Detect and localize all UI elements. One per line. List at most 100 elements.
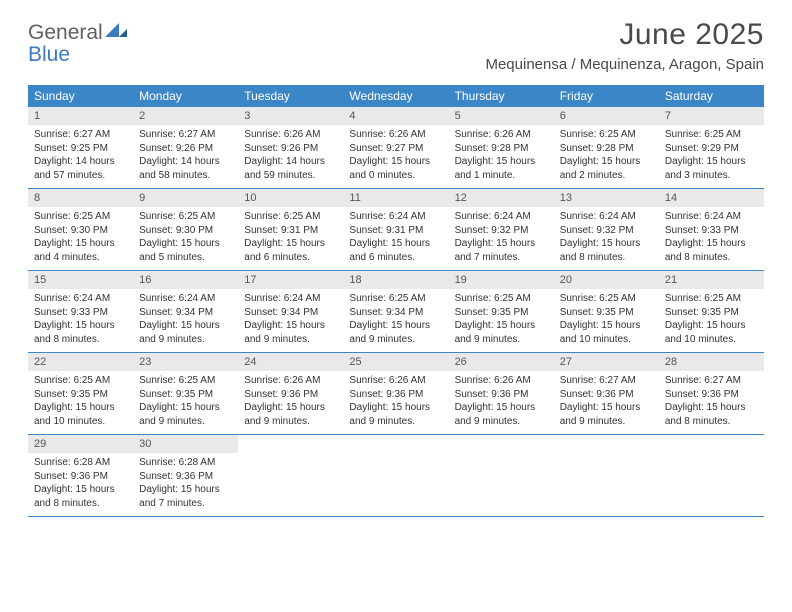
sunset-text: Sunset: 9:36 PM xyxy=(455,388,548,402)
week-row: 1Sunrise: 6:27 AMSunset: 9:25 PMDaylight… xyxy=(28,107,764,189)
sunrise-text: Sunrise: 6:26 AM xyxy=(244,128,337,142)
sunset-text: Sunset: 9:35 PM xyxy=(139,388,232,402)
day-number: 30 xyxy=(133,435,238,453)
sunset-text: Sunset: 9:29 PM xyxy=(665,142,758,156)
logo: General Blue xyxy=(28,22,127,67)
daylight-text: Daylight: 15 hours and 7 minutes. xyxy=(455,237,548,264)
day-number: 17 xyxy=(238,271,343,289)
sunset-text: Sunset: 9:28 PM xyxy=(560,142,653,156)
sunrise-text: Sunrise: 6:24 AM xyxy=(560,210,653,224)
day-number: 9 xyxy=(133,189,238,207)
day-cell: 5Sunrise: 6:26 AMSunset: 9:28 PMDaylight… xyxy=(449,107,554,188)
day-cell: 28Sunrise: 6:27 AMSunset: 9:36 PMDayligh… xyxy=(659,353,764,434)
day-cell: 27Sunrise: 6:27 AMSunset: 9:36 PMDayligh… xyxy=(554,353,659,434)
sunrise-text: Sunrise: 6:25 AM xyxy=(665,292,758,306)
day-body: Sunrise: 6:27 AMSunset: 9:36 PMDaylight:… xyxy=(554,371,659,428)
day-body: Sunrise: 6:27 AMSunset: 9:25 PMDaylight:… xyxy=(28,125,133,182)
daylight-text: Daylight: 15 hours and 9 minutes. xyxy=(349,401,442,428)
day-body: Sunrise: 6:28 AMSunset: 9:36 PMDaylight:… xyxy=(28,453,133,510)
sunrise-text: Sunrise: 6:26 AM xyxy=(455,374,548,388)
sunset-text: Sunset: 9:33 PM xyxy=(34,306,127,320)
day-cell: 15Sunrise: 6:24 AMSunset: 9:33 PMDayligh… xyxy=(28,271,133,352)
day-body: Sunrise: 6:24 AMSunset: 9:33 PMDaylight:… xyxy=(659,207,764,264)
day-header: Monday xyxy=(133,85,238,107)
sunrise-text: Sunrise: 6:25 AM xyxy=(455,292,548,306)
daylight-text: Daylight: 15 hours and 6 minutes. xyxy=(349,237,442,264)
calendar: Sunday Monday Tuesday Wednesday Thursday… xyxy=(28,85,764,517)
sunrise-text: Sunrise: 6:24 AM xyxy=(139,292,232,306)
sunset-text: Sunset: 9:30 PM xyxy=(34,224,127,238)
sunset-text: Sunset: 9:35 PM xyxy=(560,306,653,320)
day-number: 21 xyxy=(659,271,764,289)
sunrise-text: Sunrise: 6:26 AM xyxy=(455,128,548,142)
daylight-text: Daylight: 15 hours and 9 minutes. xyxy=(244,319,337,346)
day-number: 11 xyxy=(343,189,448,207)
page-title: June 2025 xyxy=(485,18,764,52)
day-number: 14 xyxy=(659,189,764,207)
week-row: 8Sunrise: 6:25 AMSunset: 9:30 PMDaylight… xyxy=(28,189,764,271)
day-body: Sunrise: 6:27 AMSunset: 9:36 PMDaylight:… xyxy=(659,371,764,428)
daylight-text: Daylight: 15 hours and 9 minutes. xyxy=(455,319,548,346)
day-number: 18 xyxy=(343,271,448,289)
day-body: Sunrise: 6:25 AMSunset: 9:31 PMDaylight:… xyxy=(238,207,343,264)
day-body: Sunrise: 6:25 AMSunset: 9:30 PMDaylight:… xyxy=(133,207,238,264)
day-number: 8 xyxy=(28,189,133,207)
day-header: Wednesday xyxy=(343,85,448,107)
sunset-text: Sunset: 9:25 PM xyxy=(34,142,127,156)
day-number: 2 xyxy=(133,107,238,125)
day-cell: 26 Sunrise: 6:26 AMSunset: 9:36 PMDayligh… xyxy=(449,353,554,434)
sunrise-text: Sunrise: 6:24 AM xyxy=(665,210,758,224)
day-cell: 1Sunrise: 6:27 AMSunset: 9:25 PMDaylight… xyxy=(28,107,133,188)
daylight-text: Daylight: 15 hours and 9 minutes. xyxy=(455,401,548,428)
day-header: Sunday xyxy=(28,85,133,107)
day-number: 26 xyxy=(449,353,554,371)
daylight-text: Daylight: 15 hours and 2 minutes. xyxy=(560,155,653,182)
day-number: 16 xyxy=(133,271,238,289)
day-number: 15 xyxy=(28,271,133,289)
day-header: Saturday xyxy=(659,85,764,107)
day-number: 23 xyxy=(133,353,238,371)
sunrise-text: Sunrise: 6:27 AM xyxy=(560,374,653,388)
daylight-text: Daylight: 15 hours and 0 minutes. xyxy=(349,155,442,182)
sunrise-text: Sunrise: 6:25 AM xyxy=(139,210,232,224)
sunset-text: Sunset: 9:34 PM xyxy=(139,306,232,320)
sunset-text: Sunset: 9:30 PM xyxy=(139,224,232,238)
empty-cell xyxy=(449,435,554,516)
day-number: 4 xyxy=(343,107,448,125)
day-body: Sunrise: 6:27 AMSunset: 9:26 PMDaylight:… xyxy=(133,125,238,182)
daylight-text: Daylight: 15 hours and 10 minutes. xyxy=(34,401,127,428)
day-cell: 25Sunrise: 6:26 AMSunset: 9:36 PMDayligh… xyxy=(343,353,448,434)
day-header: Friday xyxy=(554,85,659,107)
day-cell: 10Sunrise: 6:25 AMSunset: 9:31 PMDayligh… xyxy=(238,189,343,270)
day-number: 24 xyxy=(238,353,343,371)
sunset-text: Sunset: 9:31 PM xyxy=(244,224,337,238)
sunrise-text: Sunrise: 6:26 AM xyxy=(349,374,442,388)
sunrise-text: Sunrise: 6:24 AM xyxy=(455,210,548,224)
day-number: 1 xyxy=(28,107,133,125)
day-body: Sunrise: 6:24 AMSunset: 9:32 PMDaylight:… xyxy=(554,207,659,264)
day-number: 6 xyxy=(554,107,659,125)
day-cell: 7Sunrise: 6:25 AMSunset: 9:29 PMDaylight… xyxy=(659,107,764,188)
day-cell: 3Sunrise: 6:26 AMSunset: 9:26 PMDaylight… xyxy=(238,107,343,188)
day-header: Tuesday xyxy=(238,85,343,107)
day-number: 5 xyxy=(449,107,554,125)
day-cell: 14Sunrise: 6:24 AMSunset: 9:33 PMDayligh… xyxy=(659,189,764,270)
day-number: 22 xyxy=(28,353,133,371)
day-body: Sunrise: 6:26 AMSunset: 9:26 PMDaylight:… xyxy=(238,125,343,182)
day-cell: 2Sunrise: 6:27 AMSunset: 9:26 PMDaylight… xyxy=(133,107,238,188)
daylight-text: Daylight: 15 hours and 6 minutes. xyxy=(244,237,337,264)
sunrise-text: Sunrise: 6:25 AM xyxy=(560,292,653,306)
day-body: Sunrise: 6:26 AMSunset: 9:28 PMDaylight:… xyxy=(449,125,554,182)
empty-cell xyxy=(343,435,448,516)
daylight-text: Daylight: 15 hours and 9 minutes. xyxy=(349,319,442,346)
sunset-text: Sunset: 9:35 PM xyxy=(34,388,127,402)
day-body: Sunrise: 6:24 AMSunset: 9:32 PMDaylight:… xyxy=(449,207,554,264)
sunset-text: Sunset: 9:34 PM xyxy=(349,306,442,320)
daylight-text: Daylight: 15 hours and 8 minutes. xyxy=(560,237,653,264)
week-row: 22Sunrise: 6:25 AMSunset: 9:35 PMDayligh… xyxy=(28,353,764,435)
day-body: Sunrise: 6:25 AMSunset: 9:28 PMDaylight:… xyxy=(554,125,659,182)
empty-cell xyxy=(659,435,764,516)
sunrise-text: Sunrise: 6:25 AM xyxy=(244,210,337,224)
sunset-text: Sunset: 9:32 PM xyxy=(560,224,653,238)
sunrise-text: Sunrise: 6:27 AM xyxy=(34,128,127,142)
